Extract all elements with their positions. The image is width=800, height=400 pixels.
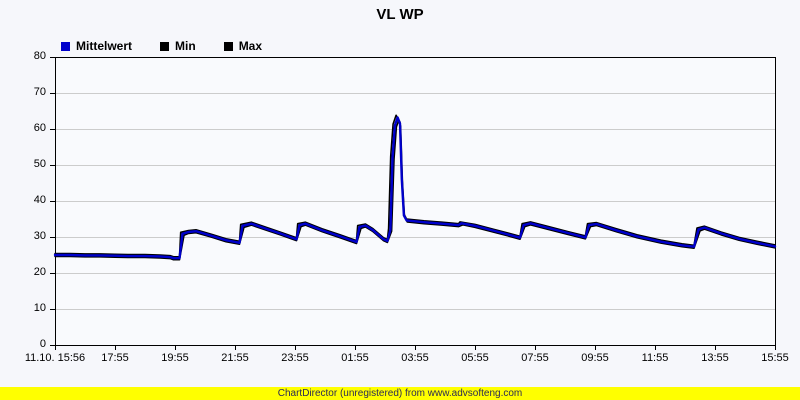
x-axis-label: 11.10. 15:56 — [24, 352, 86, 364]
x-axis-label: 03:55 — [401, 352, 429, 364]
legend-label-max: Max — [238, 39, 263, 53]
x-axis-label: 17:55 — [101, 352, 129, 364]
chart-title: VL WP — [376, 6, 424, 23]
y-axis-label: 60 — [33, 122, 46, 134]
y-axis-label: 80 — [33, 50, 46, 62]
legend-label-mittelwert: Mittelwert — [76, 39, 133, 53]
y-axis-label: 30 — [33, 230, 46, 242]
y-axis-label: 70 — [33, 86, 46, 98]
x-axis-label: 13:55 — [701, 352, 729, 364]
x-axis-label: 21:55 — [221, 352, 249, 364]
series-line-min — [54, 119, 776, 261]
series-line-mittelwert — [53, 116, 777, 260]
y-axis-label: 50 — [33, 158, 46, 170]
series-line-max — [54, 114, 776, 258]
x-axis-label: 11:55 — [641, 352, 669, 364]
legend: Mittelwert Min Max — [61, 39, 290, 53]
legend-item-mittelwert: Mittelwert — [61, 39, 132, 53]
x-axis-label: 01:55 — [341, 352, 369, 364]
legend-label-min: Min — [175, 39, 196, 53]
x-axis-label: 09:55 — [581, 352, 609, 364]
x-axis-label: 07:55 — [521, 352, 549, 364]
y-axis-label: 0 — [39, 338, 46, 350]
mittelwert-swatch-icon — [61, 41, 70, 51]
y-axis-label: 40 — [33, 194, 46, 206]
legend-item-max: Max — [223, 39, 263, 53]
y-axis-label: 10 — [33, 302, 46, 314]
y-axis-label: 20 — [33, 266, 46, 278]
legend-item-min: Min — [160, 39, 196, 53]
chartdirector-banner: ChartDirector (unregistered) from www.ad… — [0, 387, 800, 400]
x-axis-label: 15:55 — [761, 352, 789, 364]
x-axis-label: 19:55 — [161, 352, 189, 364]
max-swatch-icon — [223, 41, 233, 51]
min-swatch-icon — [160, 41, 170, 51]
x-axis-label: 05:55 — [461, 352, 489, 364]
x-axis-label: 23:55 — [281, 352, 309, 364]
